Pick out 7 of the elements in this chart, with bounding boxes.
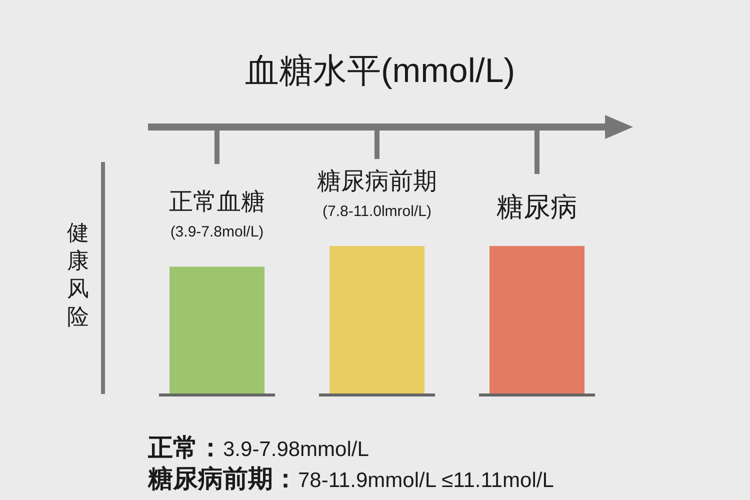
category-label: 正常血糖 (3.9-7.8mol/L)	[169, 188, 265, 241]
x-tick-label: 糖尿病	[496, 192, 578, 222]
text: 糖尿病前期：78-11.9mmol/L ≤11.11mol/L	[147, 465, 554, 493]
y-axis-title: 健康风险	[67, 220, 89, 329]
text: 正常：3.9-7.98mmol/L	[147, 434, 369, 462]
chart-title: 血糖水平(mmol/L)	[244, 52, 516, 90]
category-label: 糖尿病前期 (7.8-11.0lmrol/L)	[317, 168, 437, 220]
